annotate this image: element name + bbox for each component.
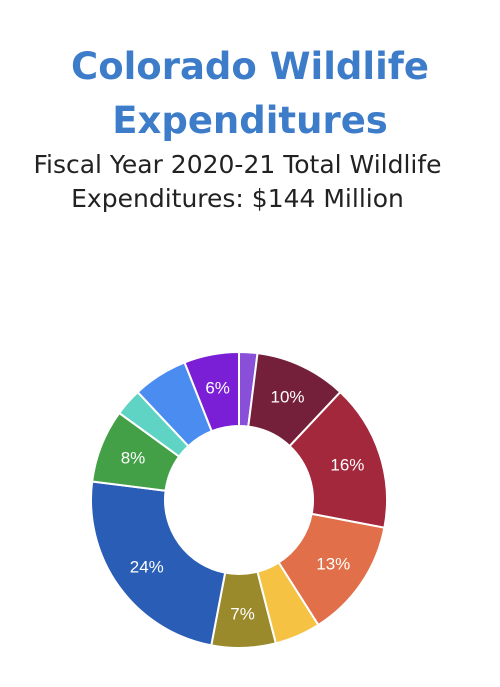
chart-subtitle-line-1: Fiscal Year 2020-21 Total Wildlife — [33, 150, 442, 179]
donut-slice-7 — [90, 480, 227, 647]
slice-label-6: 7% — [230, 604, 255, 623]
donut-slice-11 — [183, 350, 240, 433]
slice-label-2: 10% — [271, 387, 305, 406]
slice-label-3: 16% — [330, 455, 364, 474]
slice-label-11: 6% — [205, 379, 230, 398]
chart-title-line-2: Expenditures — [112, 99, 388, 142]
labels-layer: 10% 16% 13% 7% 24% 8% 6% — [121, 379, 365, 624]
chart-subtitle-line-2: Expenditures: $144 Million — [71, 184, 404, 213]
chart-subtitle: Fiscal Year 2020-21 Total Wildlife Expen… — [0, 148, 475, 216]
chart-title-line-1: Colorado Wildlife — [71, 45, 429, 88]
slice-label-4: 13% — [316, 555, 350, 574]
slices-layer — [90, 350, 388, 649]
slice-label-8: 8% — [121, 449, 146, 468]
slice-label-7: 24% — [130, 558, 164, 577]
chart-title: Colorado Wildlife Expenditures — [0, 40, 500, 148]
